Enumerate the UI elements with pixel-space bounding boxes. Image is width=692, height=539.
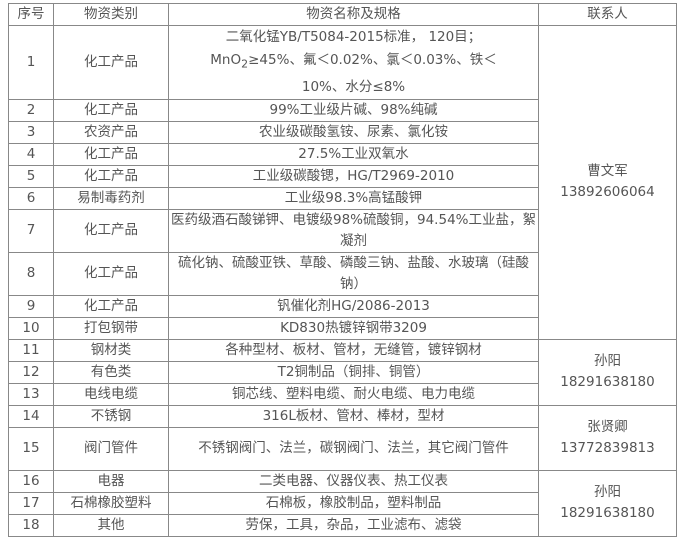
header-contact: 联系人 (538, 3, 677, 26)
row-spec: 农业级碳酸氢铵、尿素、氯化铵 (168, 120, 539, 144)
spec-line: ≥45%、氟＜0.02%、氯＜0.03%、铁＜ (248, 52, 497, 68)
contact-cell: 孙阳 18291638180 (538, 469, 677, 537)
row-no: 13 (8, 382, 54, 406)
contact-phone: 18291638180 (560, 374, 655, 391)
row-spec: 劳保，工具，杂品，工业滤布、滤袋 (168, 513, 539, 537)
row-no: 17 (8, 491, 54, 515)
row-spec: T2铜制品（铜排、铜管） (168, 360, 539, 384)
table-row: 14 不锈钢 316L板材、管材、棒材，型材 张贤卿 13772839813 (8, 404, 677, 471)
row-spec: 27.5%工业双氧水 (168, 142, 539, 166)
row-no: 4 (8, 142, 54, 166)
contact-name: 张贤卿 (587, 418, 628, 435)
header-category: 物资类别 (53, 3, 169, 26)
row-category: 化工产品 (53, 208, 169, 253)
row-category: 化工产品 (53, 142, 169, 166)
contact-name: 孙阳 (594, 353, 621, 370)
row-spec: 工业级碳酸锶，HG/T2969-2010 (168, 164, 539, 188)
row-spec: KD830热镀锌钢带3209 (168, 316, 539, 340)
row-category: 打包钢带 (53, 316, 169, 340)
row-spec: 316L板材、管材、棒材，型材 (168, 404, 539, 428)
row-no: 10 (8, 316, 54, 340)
row-spec: 医药级酒石酸锑钾、电镀级98%硫酸铜，94.54%工业盐，絮凝剂 (168, 208, 539, 253)
table-row: 5 化工产品 工业级碳酸锶，HG/T2969-2010 (8, 164, 677, 188)
spec-line: 10%、水分≤8% (301, 78, 406, 95)
row-spec: 不锈钢阀门、法兰，碳钢阀门、法兰，其它阀门管件 (168, 426, 539, 471)
row-no: 2 (8, 98, 54, 122)
table-row: 7 化工产品 医药级酒石酸锑钾、电镀级98%硫酸铜，94.54%工业盐，絮凝剂 (8, 208, 677, 253)
row-no: 12 (8, 360, 54, 384)
table-row: 9 化工产品 钒催化剂HG/2086-2013 (8, 294, 677, 318)
row-no: 8 (8, 251, 54, 296)
contact-phone: 13892606064 (560, 184, 655, 201)
row-no: 6 (8, 186, 54, 210)
row-spec: 硫化钠、硫酸亚铁、草酸、磷酸三钠、盐酸、水玻璃（硅酸钠） (168, 251, 539, 296)
row-spec: 99%工业级片碱、98%纯碱 (168, 98, 539, 122)
row-spec: 铜芯线、塑料电缆、耐火电缆、电力电缆 (168, 382, 539, 406)
row-category: 石棉橡胶塑料 (53, 491, 169, 515)
contact-name: 孙阳 (594, 484, 621, 501)
row-no: 15 (8, 426, 54, 471)
row-category: 化工产品 (53, 294, 169, 318)
row-category: 有色类 (53, 360, 169, 384)
row-category: 化工产品 (53, 251, 169, 296)
table-row: 2 化工产品 99%工业级片碱、98%纯碱 (8, 98, 677, 122)
row-spec: 各种型材、板材、管材，无缝管，镀锌钢材 (168, 338, 539, 362)
row-no: 3 (8, 120, 54, 144)
header-row: 序号 物资类别 物资名称及规格 联系人 (8, 3, 677, 26)
row-category: 化工产品 (53, 164, 169, 188)
row-category: 化工产品 (53, 98, 169, 122)
table-row: 4 化工产品 27.5%工业双氧水 (8, 142, 677, 166)
row-spec: 钒催化剂HG/2086-2013 (168, 294, 539, 318)
spec-line: 二氧化锰YB/T5084-2015标准， 120目； (225, 29, 482, 45)
table-row: 15 阀门管件 不锈钢阀门、法兰，碳钢阀门、法兰，其它阀门管件 (8, 426, 677, 471)
row-spec: 二类电器、仪器仪表、热工仪表 (168, 469, 539, 493)
table-row: 16 电器 二类电器、仪器仪表、热工仪表 孙阳 18291638180 (8, 469, 677, 537)
row-spec: 工业级98.3%高锰酸钾 (168, 186, 539, 210)
row-category: 化工产品 (53, 25, 169, 100)
spec-subscript: 2 (241, 57, 249, 71)
contact-phone: 18291638180 (560, 505, 655, 522)
table-row: 13 电线电缆 铜芯线、塑料电缆、耐火电缆、电力电缆 (8, 382, 677, 406)
row-category: 电器 (53, 469, 169, 493)
row-category: 其他 (53, 513, 169, 537)
table-row: 18 其他 劳保，工具，杂品，工业滤布、滤袋 (8, 513, 677, 537)
table-row: 1 化工产品 二氧化锰YB/T5084-2015标准， 120目； MnO2≥4… (8, 25, 677, 340)
row-category: 电线电缆 (53, 382, 169, 406)
row-no: 11 (8, 338, 54, 362)
row-no: 14 (8, 404, 54, 428)
table-row: 11 钢材类 各种型材、板材、管材，无缝管，镀锌钢材 孙阳 18291638180 (8, 338, 677, 406)
contact-cell: 张贤卿 13772839813 (538, 404, 677, 471)
row-category: 易制毒药剂 (53, 186, 169, 210)
row-category: 阀门管件 (53, 426, 169, 471)
contact-name: 曹文军 (587, 163, 628, 180)
row-category: 农资产品 (53, 120, 169, 144)
contact-cell: 曹文军 13892606064 (538, 25, 677, 340)
table-row: 8 化工产品 硫化钠、硫酸亚铁、草酸、磷酸三钠、盐酸、水玻璃（硅酸钠） (8, 251, 677, 296)
row-no: 16 (8, 469, 54, 493)
contact-cell: 孙阳 18291638180 (538, 338, 677, 406)
row-no: 18 (8, 513, 54, 537)
row-spec: 石棉板，橡胶制品，塑料制品 (168, 491, 539, 515)
row-spec: 二氧化锰YB/T5084-2015标准， 120目； MnO2≥45%、氟＜0.… (168, 25, 539, 100)
table-row: 17 石棉橡胶塑料 石棉板，橡胶制品，塑料制品 (8, 491, 677, 515)
row-no: 9 (8, 294, 54, 318)
row-no: 5 (8, 164, 54, 188)
row-category: 钢材类 (53, 338, 169, 362)
row-no: 1 (8, 25, 54, 100)
row-category: 不锈钢 (53, 404, 169, 428)
row-no: 7 (8, 208, 54, 253)
header-no: 序号 (8, 3, 54, 26)
materials-table: 序号 物资类别 物资名称及规格 联系人 1 化工产品 二氧化锰YB/T5084-… (8, 3, 677, 537)
header-spec: 物资名称及规格 (168, 3, 539, 26)
contact-phone: 13772839813 (560, 439, 655, 456)
spec-formula: MnO (210, 52, 242, 68)
